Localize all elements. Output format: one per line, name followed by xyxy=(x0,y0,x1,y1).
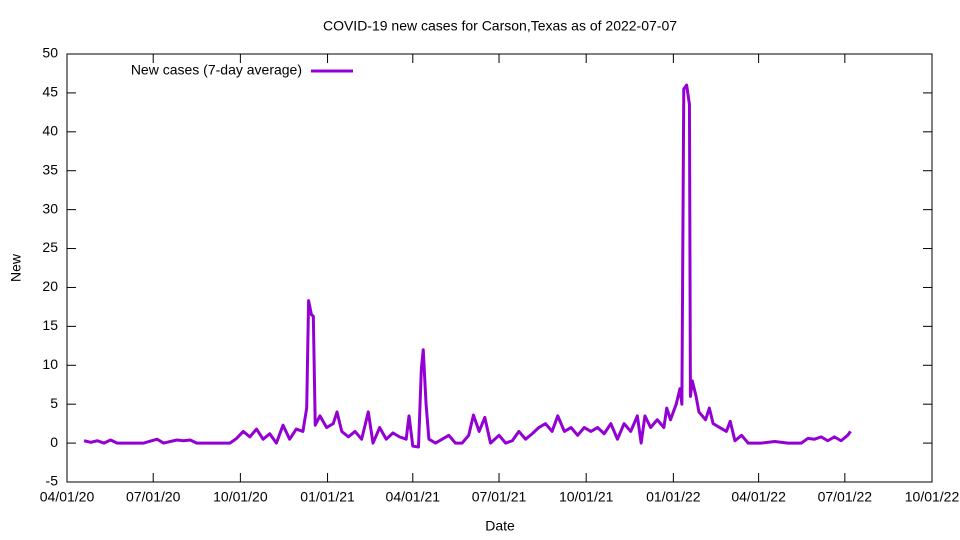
y-tick-label: 35 xyxy=(42,161,58,177)
y-tick-label: 30 xyxy=(42,200,58,216)
x-tick-label: 04/01/22 xyxy=(731,489,786,505)
y-tick-label: 10 xyxy=(42,356,58,372)
y-tick-label: 5 xyxy=(50,395,58,411)
legend-label: New cases (7-day average) xyxy=(131,62,302,78)
x-tick-label: 04/01/21 xyxy=(386,489,441,505)
x-tick-label: 10/01/22 xyxy=(905,489,960,505)
y-axis-label: New xyxy=(8,253,24,282)
x-tick-label: 07/01/22 xyxy=(818,489,873,505)
y-tick-label: 25 xyxy=(42,239,58,255)
x-tick-label: 10/01/21 xyxy=(559,489,614,505)
x-tick-label: 07/01/20 xyxy=(126,489,181,505)
y-tick-label: 20 xyxy=(42,278,58,294)
y-tick-label: 40 xyxy=(42,123,58,139)
y-tick-label: 15 xyxy=(42,317,58,333)
x-tick-label: 10/01/20 xyxy=(213,489,268,505)
y-tick-label: 45 xyxy=(42,84,58,100)
x-tick-label: 01/01/21 xyxy=(300,489,355,505)
y-tick-label: 0 xyxy=(50,434,58,450)
line-series xyxy=(83,83,852,449)
y-tick-label: -5 xyxy=(46,473,59,489)
x-tick-label: 07/01/21 xyxy=(472,489,527,505)
y-tick-label: 50 xyxy=(42,45,58,61)
chart-title: COVID-19 new cases for Carson,Texas as o… xyxy=(323,18,677,34)
x-tick-label: 01/01/22 xyxy=(646,489,701,505)
x-axis-label: Date xyxy=(485,518,515,534)
x-tick-label: 04/01/20 xyxy=(40,489,95,505)
